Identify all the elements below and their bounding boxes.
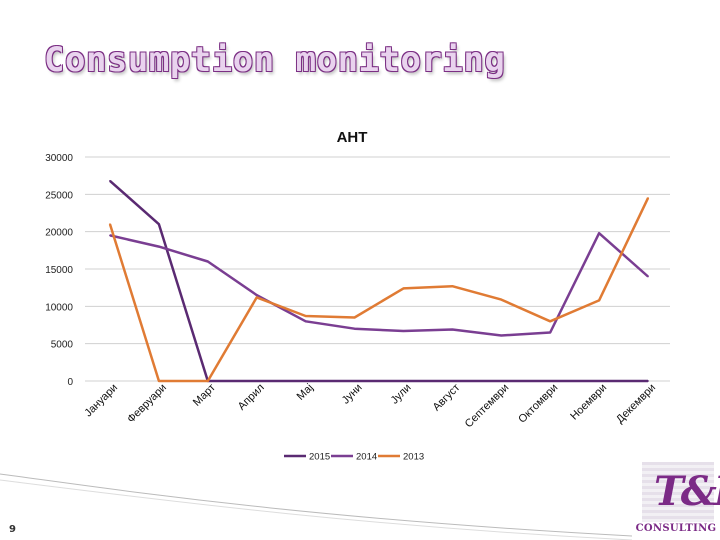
data-point-2013 — [549, 320, 552, 323]
data-point-2015 — [353, 380, 356, 382]
x-tick-label: Август — [431, 382, 463, 414]
y-tick-label: 5000 — [51, 340, 74, 351]
data-point-2013 — [158, 380, 160, 382]
data-point-2014 — [647, 275, 649, 278]
data-point-2014 — [158, 245, 160, 248]
logo-emblem: T&P — [642, 462, 720, 522]
data-point-2015 — [304, 380, 307, 382]
data-point-2013 — [402, 287, 405, 290]
y-tick-label: 30000 — [45, 153, 73, 164]
slide-number: 9 — [9, 524, 16, 535]
x-tick-label: Септември — [463, 382, 512, 431]
legend-label-2015: 2015 — [309, 452, 330, 463]
series-line-2015 — [109, 179, 648, 383]
data-point-2015 — [451, 380, 454, 382]
data-point-2013 — [353, 316, 356, 319]
data-point-2013 — [451, 285, 454, 288]
data-point-2013 — [500, 298, 503, 301]
data-point-2014 — [304, 320, 307, 323]
x-tick-label: Април — [236, 382, 267, 413]
data-point-2015 — [158, 223, 160, 226]
x-tick-label: Јануари — [82, 382, 120, 420]
footer-decoration — [0, 473, 632, 540]
y-tick-label: 15000 — [45, 265, 73, 276]
logo-text: CONSULTING — [635, 523, 717, 534]
chart-title: AHT — [337, 129, 368, 146]
data-point-2013 — [206, 380, 209, 382]
data-point-2013 — [255, 296, 258, 299]
x-tick-label: Мај — [295, 382, 316, 403]
data-point-2013 — [304, 315, 307, 317]
x-tick-label: Ноември — [568, 382, 609, 423]
data-point-2015 — [598, 380, 600, 382]
y-tick-label: 10000 — [45, 302, 73, 313]
legend-label-2014: 2014 — [356, 452, 377, 463]
data-point-2015 — [109, 179, 111, 182]
x-tick-label: Јули — [389, 382, 414, 407]
data-point-2015 — [255, 380, 258, 382]
data-point-2014 — [549, 331, 552, 334]
data-point-2013 — [598, 299, 600, 302]
x-tick-label: Октомври — [516, 382, 560, 426]
data-point-2015 — [402, 380, 405, 382]
slide-title: Consumption monitoring — [44, 40, 506, 80]
y-tick-label: 20000 — [45, 228, 73, 239]
data-point-2014 — [402, 330, 405, 332]
data-point-2014 — [598, 232, 600, 235]
data-point-2013 — [647, 197, 649, 199]
y-tick-label: 25000 — [45, 190, 73, 201]
data-point-2014 — [255, 294, 258, 297]
series-line-2013 — [108, 197, 650, 383]
data-point-2014 — [109, 234, 111, 237]
data-point-2014 — [451, 328, 454, 331]
series-line-2014 — [109, 231, 649, 337]
data-point-2014 — [353, 327, 356, 330]
y-tick-label: 0 — [67, 377, 73, 388]
data-point-2014 — [500, 334, 503, 337]
x-tick-label: Јуни — [340, 382, 365, 407]
x-tick-label: Декември — [614, 382, 658, 426]
legend-label-2013: 2013 — [403, 452, 424, 463]
data-point-2014 — [206, 260, 209, 263]
company-logo: T&P CONSULTING — [632, 462, 720, 540]
data-point-2015 — [549, 380, 552, 382]
logo-mark: T&P — [654, 468, 720, 515]
x-tick-label: Февруари — [125, 382, 169, 426]
x-tick-label: Март — [191, 382, 218, 409]
data-point-2015 — [647, 380, 649, 382]
data-point-2013 — [109, 223, 111, 226]
data-point-2015 — [500, 380, 503, 382]
